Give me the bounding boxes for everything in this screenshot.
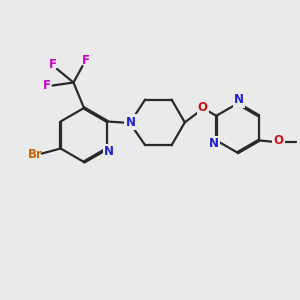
Text: N: N	[104, 145, 114, 158]
Text: N: N	[125, 116, 136, 129]
Text: Br: Br	[28, 148, 43, 161]
Text: N: N	[234, 93, 244, 106]
Text: F: F	[49, 58, 56, 71]
Text: F: F	[43, 79, 51, 92]
Text: F: F	[82, 54, 89, 67]
Text: N: N	[209, 137, 219, 150]
Text: O: O	[273, 134, 284, 147]
Text: O: O	[198, 101, 208, 114]
